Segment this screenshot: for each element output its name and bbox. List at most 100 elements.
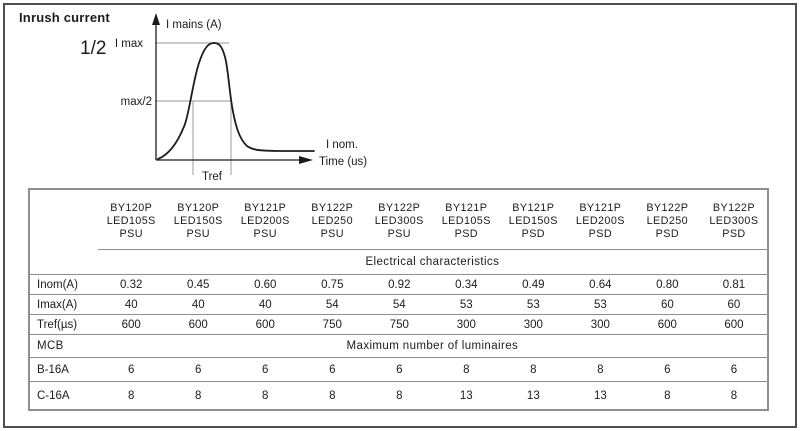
corner-cell (29, 189, 98, 250)
cell-value: 600 (633, 314, 701, 335)
section-title: Electrical characteristics (97, 249, 768, 275)
product-code-line: BY120P (110, 202, 153, 214)
cell-value: 53 (499, 294, 567, 315)
x-axis-label: Time (us) (319, 156, 367, 168)
product-code-line: PSU (253, 228, 277, 240)
cell-value: 750 (365, 314, 433, 335)
cell-value: 53 (566, 294, 634, 315)
product-code-line: LED250 (646, 215, 689, 227)
product-code-line: PSD (588, 228, 613, 240)
product-code-line: LED200S (575, 215, 625, 227)
cell-value: 0.45 (164, 274, 232, 295)
product-code-line: BY121P (445, 202, 488, 214)
header-row: BY120P LED105S PSU BY120P LED150S PSU BY… (29, 189, 768, 250)
cell-value: 6 (231, 357, 299, 382)
column-header: BY121P LED105S PSD (432, 189, 500, 250)
table-container: BY120P LED105S PSU BY120P LED150S PSU BY… (28, 188, 769, 411)
column-header: BY120P LED105S PSU (97, 189, 165, 250)
table-row-imax: Imax(A) 40 40 40 54 54 53 53 53 60 60 (29, 294, 768, 315)
product-code-line: BY122P (378, 202, 421, 214)
cell-value: 40 (97, 294, 165, 315)
table-row-c16a: C-16A 8 8 8 8 8 13 13 13 8 8 (29, 382, 768, 411)
electrical-characteristics-table: BY120P LED105S PSU BY120P LED150S PSU BY… (28, 188, 769, 411)
product-code-line: PSU (320, 228, 344, 240)
row-label: Imax(A) (29, 294, 98, 315)
cell-value: 8 (128, 389, 135, 402)
cell-value: 0.49 (499, 274, 567, 295)
column-header: BY121P LED200S PSD (566, 189, 634, 250)
cell-value: 0.64 (566, 274, 634, 295)
cell-value: 13 (459, 389, 473, 402)
product-code-line: LED300S (374, 215, 424, 227)
cell-value: 8 (664, 389, 671, 402)
graph-title: Inrush current (19, 10, 110, 25)
inrush-current-graph: I mains (A) I max max/2 I nom. Time (us)… (115, 13, 367, 183)
cell-value: 0.75 (298, 274, 366, 295)
column-header: BY122P LED250 PSU (298, 189, 366, 250)
product-code-line: BY121P (244, 202, 287, 214)
cell-value: 8 (396, 389, 403, 402)
table-row-b16a: B-16A 6 6 6 6 6 8 8 8 6 6 (29, 357, 768, 382)
product-code-line: BY121P (512, 202, 555, 214)
product-code-line: PSD (722, 228, 746, 240)
cell-value: 8 (499, 357, 567, 382)
cell-value: 6 (633, 357, 701, 382)
product-code-line: PSD (454, 228, 478, 240)
cell-value: 300 (432, 314, 500, 335)
cell-value: 6 (700, 357, 768, 382)
imax-label: I max (115, 38, 143, 50)
cell-value: 60 (633, 294, 701, 315)
product-code-line: BY122P (712, 202, 755, 214)
product-code-line: LED250 (311, 215, 353, 227)
cell-value: 0.32 (97, 274, 165, 295)
product-code-line: BY122P (646, 202, 689, 214)
cell-value: 6 (298, 357, 366, 382)
column-header: BY122P LED300S PSU (365, 189, 433, 250)
cell-value: 300 (499, 314, 567, 335)
column-header: BY120P LED150S PSU (164, 189, 232, 250)
product-code-line: PSU (119, 228, 143, 240)
cell-value: 8 (329, 389, 336, 402)
product-code-line: LED105S (106, 215, 156, 227)
y-axis-label: I mains (A) (166, 19, 222, 31)
column-header: BY122P LED250 PSD (633, 189, 701, 250)
y-axis-arrow-icon (152, 13, 160, 25)
row-label: Inom(A) (29, 274, 98, 295)
cell-value: 8 (566, 357, 634, 382)
product-code-line: LED150S (173, 215, 223, 227)
cell-value: 8 (195, 389, 202, 402)
column-header: BY121P LED200S PSU (231, 189, 299, 250)
table-row-inom: Inom(A) 0.32 0.45 0.60 0.75 0.92 0.34 0.… (29, 274, 768, 295)
inom-label: I nom. (326, 139, 358, 151)
fraction-label: 1/2 (80, 38, 107, 59)
cell-value: 40 (164, 294, 232, 315)
cell-value: 600 (700, 314, 768, 335)
column-header: BY122P LED300S PSD (700, 189, 768, 250)
cell-value: 53 (432, 294, 500, 315)
cell-value: 6 (365, 357, 433, 382)
section-row-mcb: MCB Maximum number of luminaires (29, 334, 768, 358)
product-code-line: LED150S (508, 215, 558, 227)
cell-value: 60 (700, 294, 768, 315)
half-max-label: max/2 (121, 96, 152, 108)
cell-value: 600 (164, 314, 232, 335)
mcb-label: MCB (29, 334, 98, 358)
row-label: C-16A (37, 389, 70, 402)
cell-value: 0.80 (633, 274, 701, 295)
cell-value: 40 (231, 294, 299, 315)
product-code-line: LED200S (240, 215, 290, 227)
cell-value: 13 (526, 389, 540, 402)
cell-value: 13 (593, 389, 607, 402)
product-code-line: LED300S (709, 215, 759, 227)
cell-value: 8 (262, 389, 269, 402)
product-code-line: PSD (655, 228, 680, 240)
cell-value: 750 (298, 314, 366, 335)
cell-value: 8 (432, 357, 500, 382)
cell-value: 54 (365, 294, 433, 315)
cell-value: 300 (566, 314, 634, 335)
product-code-line: PSU (186, 228, 210, 240)
column-header: BY121P LED150S PSD (499, 189, 567, 250)
product-code-line: BY121P (579, 202, 622, 214)
cell-value: 0.60 (231, 274, 299, 295)
table-row-tref: Tref(µs) 600 600 600 750 750 300 300 300… (29, 314, 768, 335)
